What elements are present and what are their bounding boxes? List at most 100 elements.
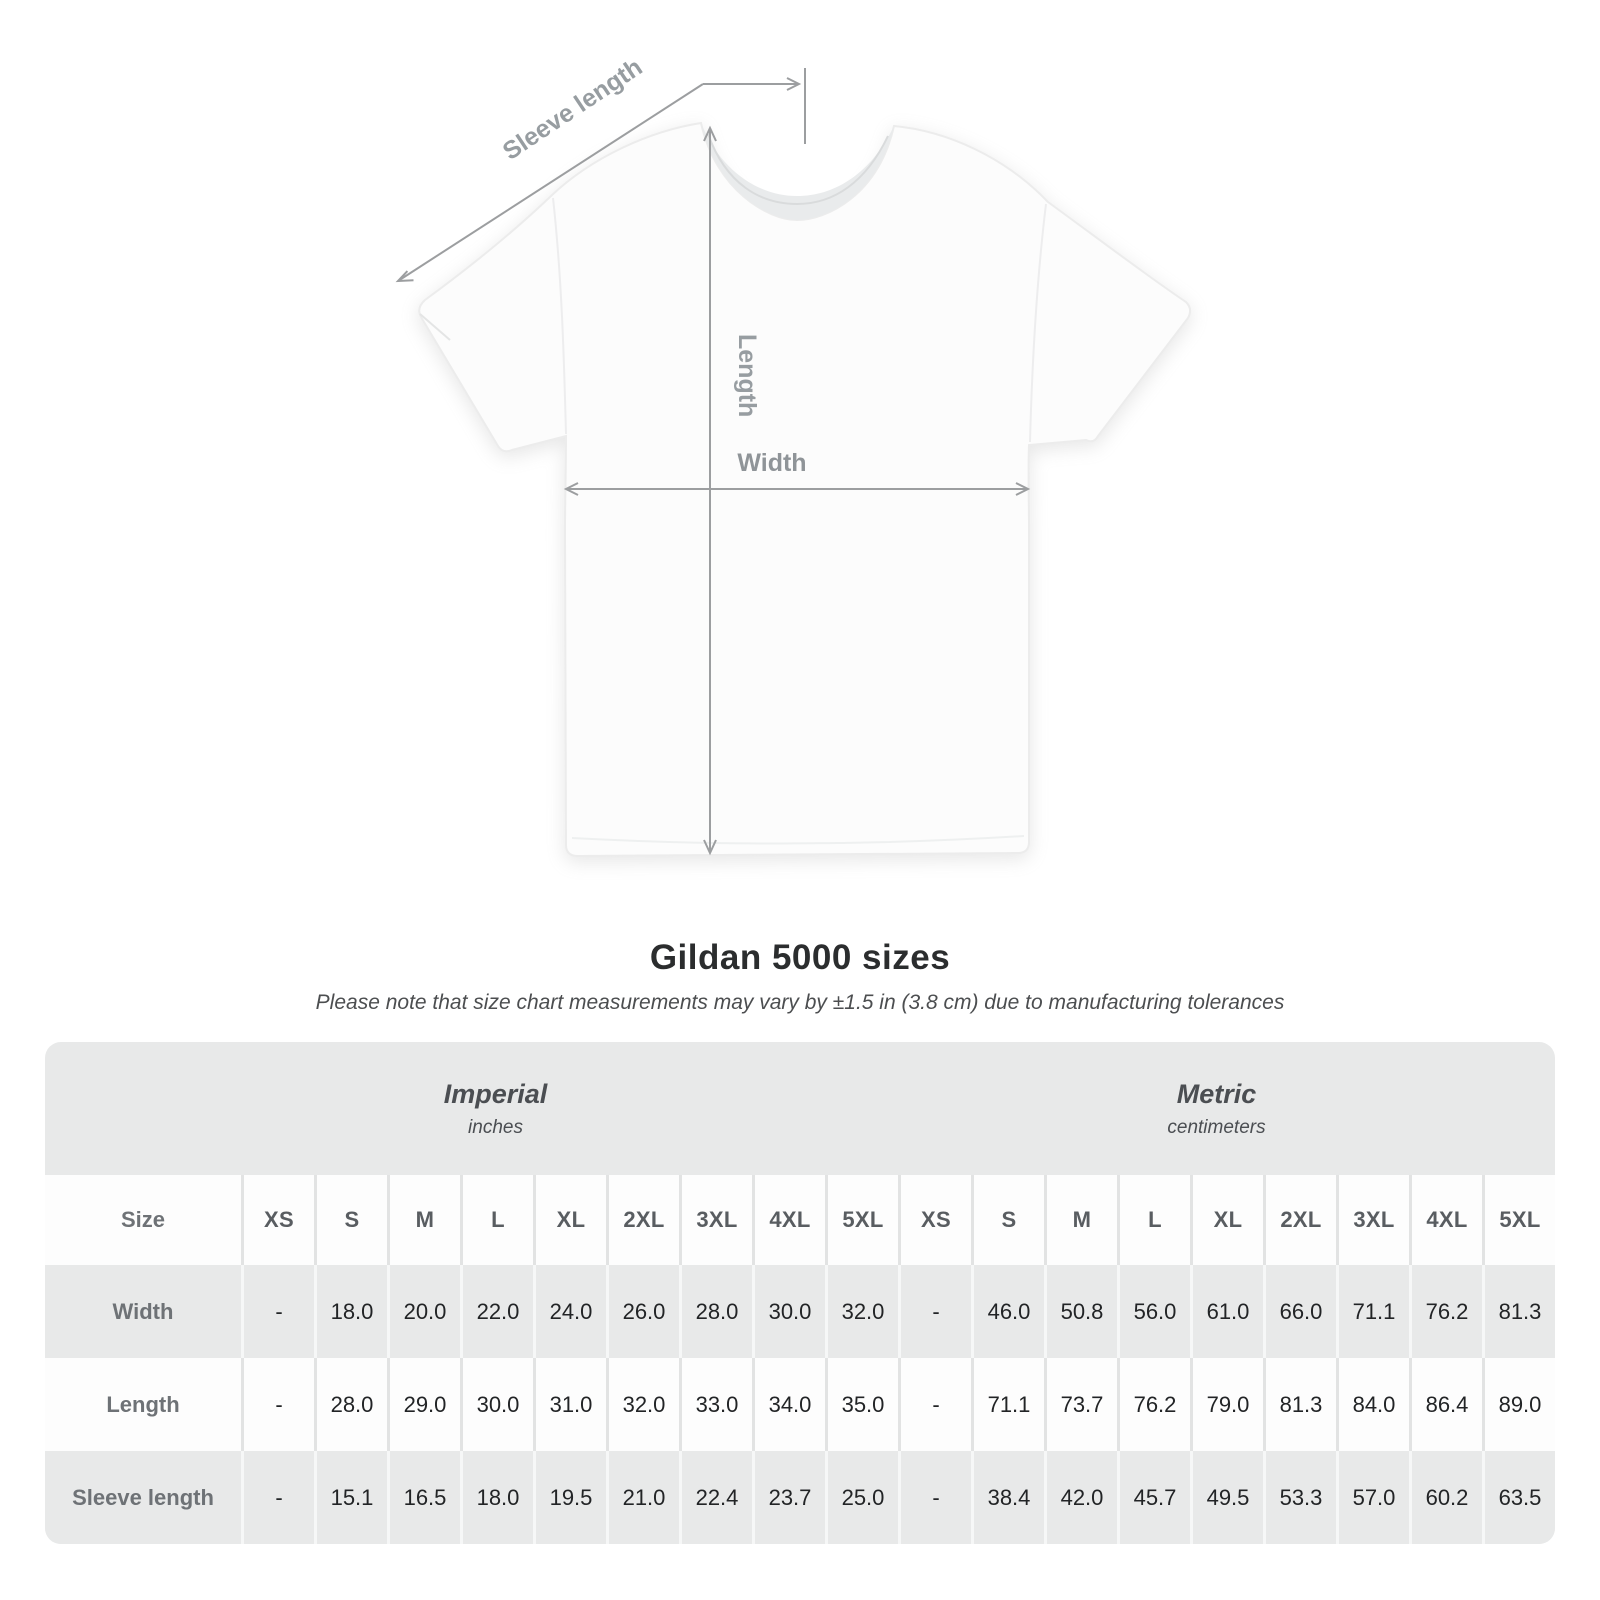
value-cell: 29.0 [387, 1358, 460, 1451]
value-cell: - [241, 1265, 314, 1358]
tolerance-note: Please note that size chart measurements… [315, 991, 1285, 1014]
value-cell: 23.7 [752, 1451, 825, 1544]
size-column-header: XL [1190, 1175, 1263, 1265]
length-label: Length [733, 334, 761, 417]
size-column-header: 2XL [606, 1175, 679, 1265]
value-cell: 45.7 [1117, 1451, 1190, 1544]
value-cell: 53.3 [1263, 1451, 1336, 1544]
value-cell: 79.0 [1190, 1358, 1263, 1451]
value-cell: - [241, 1358, 314, 1451]
collar-opening [701, 123, 894, 220]
value-cell: 73.7 [1044, 1358, 1117, 1451]
measurement-overlay [395, 68, 1031, 856]
row-label: Width [45, 1265, 241, 1358]
imperial-group-header: Imperial inches [69, 1042, 922, 1175]
unit-header-band: Imperial inches Metric centimeters [45, 1042, 1555, 1175]
size-column-header: S [971, 1175, 1044, 1265]
value-cell: 19.5 [533, 1451, 606, 1544]
size-column-header: 5XL [1482, 1175, 1555, 1265]
value-cell: 46.0 [971, 1265, 1044, 1358]
value-cell: 15.1 [314, 1451, 387, 1544]
tshirt-measurement-figure: Sleeve length Length Width [395, 53, 1192, 858]
size-column-header: 4XL [1409, 1175, 1482, 1265]
size-column-header: L [1117, 1175, 1190, 1265]
value-cell: 42.0 [1044, 1451, 1117, 1544]
size-table: Size XS S M L XL 2XL 3XL 4XL 5XL XS S M L XL 2XL 3XL 4XL 5… [45, 1175, 1555, 1544]
left-sleeve-crease [419, 313, 451, 341]
value-cell: 21.0 [606, 1451, 679, 1544]
collar-rib-line [707, 133, 889, 206]
value-cell: 35.0 [825, 1358, 898, 1451]
value-cell: 38.4 [971, 1451, 1044, 1544]
value-cell: 56.0 [1117, 1265, 1190, 1358]
value-cell: 22.4 [679, 1451, 752, 1544]
size-column-header: 2XL [1263, 1175, 1336, 1265]
metric-label: Metric [1176, 1078, 1257, 1109]
table-row: Width -18.0 20.0 22.0 24.0 26.0 28.0 30.0 32.0-4… [45, 1265, 1555, 1358]
value-cell: 28.0 [314, 1358, 387, 1451]
imperial-label: Imperial [443, 1078, 548, 1109]
size-column-header: S [314, 1175, 387, 1265]
width-arrow [563, 482, 1031, 496]
value-cell: 34.0 [752, 1358, 825, 1451]
value-cell: 28.0 [679, 1265, 752, 1358]
value-cell: 66.0 [1263, 1265, 1336, 1358]
value-cell: 30.0 [460, 1358, 533, 1451]
value-cell: 60.2 [1409, 1451, 1482, 1544]
size-column-header: 3XL [1336, 1175, 1409, 1265]
value-cell: 50.8 [1044, 1265, 1117, 1358]
right-armhole-seam [1029, 203, 1047, 443]
size-column-header: XL [533, 1175, 606, 1265]
value-cell: - [241, 1451, 314, 1544]
tshirt-diagram-svg: Sleeve length Length Width [395, 53, 1192, 858]
value-cell: - [898, 1358, 971, 1451]
value-cell: 81.3 [1263, 1358, 1336, 1451]
value-cell: 63.5 [1482, 1451, 1555, 1544]
value-cell: 20.0 [387, 1265, 460, 1358]
size-chart-card: Imperial inches Metric centimeters Size X… [45, 1042, 1555, 1544]
hem-stitch-line [571, 835, 1025, 845]
row-label: Sleeve length [45, 1451, 241, 1544]
value-cell: 24.0 [533, 1265, 606, 1358]
value-cell: 84.0 [1336, 1358, 1409, 1451]
row-label: Length [45, 1358, 241, 1451]
size-column-header: 3XL [679, 1175, 752, 1265]
value-cell: 76.2 [1409, 1265, 1482, 1358]
length-arrow [703, 125, 717, 856]
value-cell: 30.0 [752, 1265, 825, 1358]
value-cell: 33.0 [679, 1358, 752, 1451]
value-cell: - [898, 1265, 971, 1358]
imperial-unit-label: inches [468, 1116, 523, 1138]
sleeve-length-arrow [395, 77, 802, 283]
value-cell: 61.0 [1190, 1265, 1263, 1358]
size-column-header: XS [898, 1175, 971, 1265]
value-cell: 25.0 [825, 1451, 898, 1544]
size-column-header: L [460, 1175, 533, 1265]
table-row: Size XS S M L XL 2XL 3XL 4XL 5XL XS S M L XL 2XL 3XL 4XL 5… [45, 1175, 1555, 1265]
table-row: Length -28.0 29.0 30.0 31.0 32.0 33.0 34.0 35.0-… [45, 1358, 1555, 1451]
metric-group-header: Metric centimeters [888, 1042, 1545, 1175]
value-cell: 32.0 [825, 1265, 898, 1358]
value-cell: 18.0 [460, 1451, 533, 1544]
value-cell: 71.1 [1336, 1265, 1409, 1358]
value-cell: 71.1 [971, 1358, 1044, 1451]
size-column-header: XS [241, 1175, 314, 1265]
value-cell: 22.0 [460, 1265, 533, 1358]
value-cell: - [898, 1451, 971, 1544]
value-cell: 31.0 [533, 1358, 606, 1451]
value-cell: 81.3 [1482, 1265, 1555, 1358]
value-cell: 86.4 [1409, 1358, 1482, 1451]
table-row: Sleeve length -15.1 16.5 18.0 19.5 21.0 22.4 23… [45, 1451, 1555, 1544]
value-cell: 49.5 [1190, 1451, 1263, 1544]
width-label: Width [737, 449, 806, 477]
left-armhole-seam [552, 197, 567, 435]
value-cell: 18.0 [314, 1265, 387, 1358]
page-title: Gildan 5000 sizes [649, 938, 951, 977]
value-cell: 32.0 [606, 1358, 679, 1451]
size-column-header: 4XL [752, 1175, 825, 1265]
metric-unit-label: centimeters [1167, 1116, 1266, 1138]
size-column-header: 5XL [825, 1175, 898, 1265]
value-cell: 89.0 [1482, 1358, 1555, 1451]
value-cell: 76.2 [1117, 1358, 1190, 1451]
value-cell: 16.5 [387, 1451, 460, 1544]
